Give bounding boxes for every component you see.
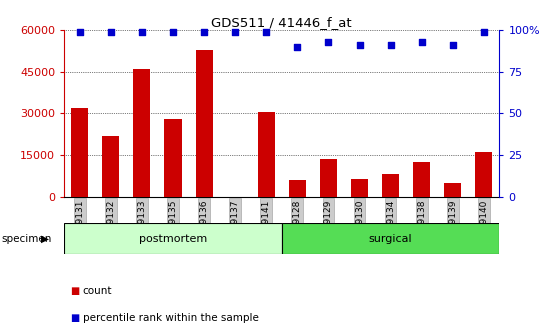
Text: percentile rank within the sample: percentile rank within the sample [83,312,258,323]
Text: GSM9135: GSM9135 [169,200,177,243]
Bar [444,183,461,197]
Text: GSM9132: GSM9132 [107,200,116,243]
Point [107,29,116,35]
Text: GSM9140: GSM9140 [479,200,488,243]
Point [137,29,146,35]
Text: ▶: ▶ [41,234,49,244]
Bar [475,152,492,197]
Point [262,29,271,35]
Point [230,29,239,35]
Text: specimen: specimen [1,234,51,244]
Text: GSM9136: GSM9136 [200,200,209,243]
Point [448,43,457,48]
Text: GSM9128: GSM9128 [293,200,302,243]
Text: GSM9137: GSM9137 [230,200,239,243]
Text: GSM9141: GSM9141 [262,200,271,243]
Point [324,39,333,45]
Point [479,29,488,35]
Bar [71,108,88,197]
Text: GSM9129: GSM9129 [324,200,333,243]
Bar [320,159,337,197]
FancyBboxPatch shape [64,223,282,254]
Point [75,29,84,35]
Bar [289,180,306,197]
Text: GSM9138: GSM9138 [417,200,426,243]
Bar [351,178,368,197]
Text: ■: ■ [70,312,79,323]
Text: GSM9134: GSM9134 [386,200,395,243]
Bar [382,174,399,197]
Bar [165,119,181,197]
Point [169,29,177,35]
Text: GSM9139: GSM9139 [448,200,457,243]
FancyBboxPatch shape [282,223,499,254]
Point [355,43,364,48]
Text: count: count [83,286,112,296]
Text: GSM9131: GSM9131 [75,200,84,243]
Bar [133,69,151,197]
Text: GSM9130: GSM9130 [355,200,364,243]
Text: GSM9133: GSM9133 [137,200,146,243]
Point [386,43,395,48]
Bar [195,50,213,197]
Title: GDS511 / 41446_f_at: GDS511 / 41446_f_at [211,16,352,29]
Bar [413,162,430,197]
Point [200,29,209,35]
Bar [102,135,119,197]
Text: surgical: surgical [369,234,412,244]
Text: ■: ■ [70,286,79,296]
Point [417,39,426,45]
Bar [258,112,275,197]
Text: postmortem: postmortem [139,234,207,244]
Point [293,44,302,50]
